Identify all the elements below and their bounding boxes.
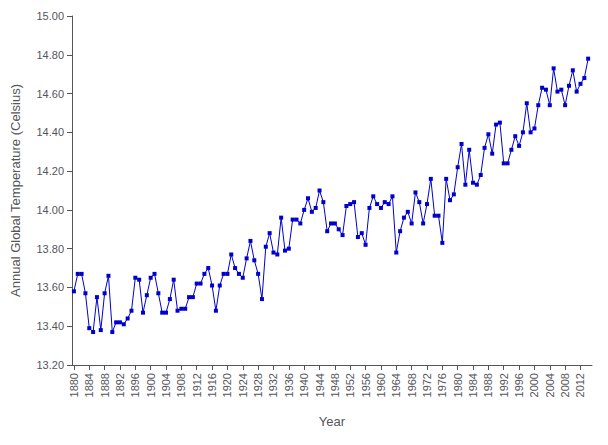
svg-text:1892: 1892 bbox=[114, 373, 126, 397]
svg-text:1912: 1912 bbox=[191, 373, 203, 397]
svg-text:1896: 1896 bbox=[129, 373, 141, 397]
svg-text:1944: 1944 bbox=[314, 373, 326, 397]
svg-text:1968: 1968 bbox=[406, 373, 418, 397]
svg-text:14.40: 14.40 bbox=[36, 126, 64, 138]
svg-text:1980: 1980 bbox=[452, 373, 464, 397]
svg-text:1940: 1940 bbox=[298, 373, 310, 397]
svg-text:1992: 1992 bbox=[498, 373, 510, 397]
svg-text:1924: 1924 bbox=[237, 373, 249, 397]
svg-text:1948: 1948 bbox=[329, 373, 341, 397]
svg-text:1880: 1880 bbox=[68, 373, 80, 397]
svg-text:1988: 1988 bbox=[482, 373, 494, 397]
svg-text:Year: Year bbox=[319, 414, 346, 429]
svg-text:14.60: 14.60 bbox=[36, 88, 64, 100]
svg-text:14.00: 14.00 bbox=[36, 204, 64, 216]
svg-text:1984: 1984 bbox=[467, 373, 479, 397]
svg-text:2012: 2012 bbox=[574, 373, 586, 397]
svg-text:1888: 1888 bbox=[99, 373, 111, 397]
svg-text:14.20: 14.20 bbox=[36, 165, 64, 177]
svg-text:1932: 1932 bbox=[267, 373, 279, 397]
svg-text:1956: 1956 bbox=[360, 373, 372, 397]
svg-text:Annual Global Temperature (Cel: Annual Global Temperature (Celsius) bbox=[8, 84, 23, 297]
svg-text:1916: 1916 bbox=[206, 373, 218, 397]
svg-text:1952: 1952 bbox=[344, 373, 356, 397]
svg-text:1996: 1996 bbox=[513, 373, 525, 397]
svg-text:1972: 1972 bbox=[421, 373, 433, 397]
svg-text:14.80: 14.80 bbox=[36, 49, 64, 61]
svg-text:1908: 1908 bbox=[175, 373, 187, 397]
svg-text:2008: 2008 bbox=[559, 373, 571, 397]
svg-text:13.80: 13.80 bbox=[36, 243, 64, 255]
svg-text:13.60: 13.60 bbox=[36, 281, 64, 293]
svg-text:1884: 1884 bbox=[83, 373, 95, 397]
svg-text:1964: 1964 bbox=[390, 373, 402, 397]
svg-text:2000: 2000 bbox=[528, 373, 540, 397]
svg-text:15.00: 15.00 bbox=[36, 10, 64, 22]
svg-text:13.40: 13.40 bbox=[36, 320, 64, 332]
svg-text:1960: 1960 bbox=[375, 373, 387, 397]
svg-text:1920: 1920 bbox=[221, 373, 233, 397]
svg-text:2004: 2004 bbox=[544, 373, 556, 397]
svg-text:1976: 1976 bbox=[436, 373, 448, 397]
svg-text:13.20: 13.20 bbox=[36, 359, 64, 371]
svg-text:1900: 1900 bbox=[145, 373, 157, 397]
svg-text:1904: 1904 bbox=[160, 373, 172, 397]
svg-text:1936: 1936 bbox=[283, 373, 295, 397]
svg-text:1928: 1928 bbox=[252, 373, 264, 397]
